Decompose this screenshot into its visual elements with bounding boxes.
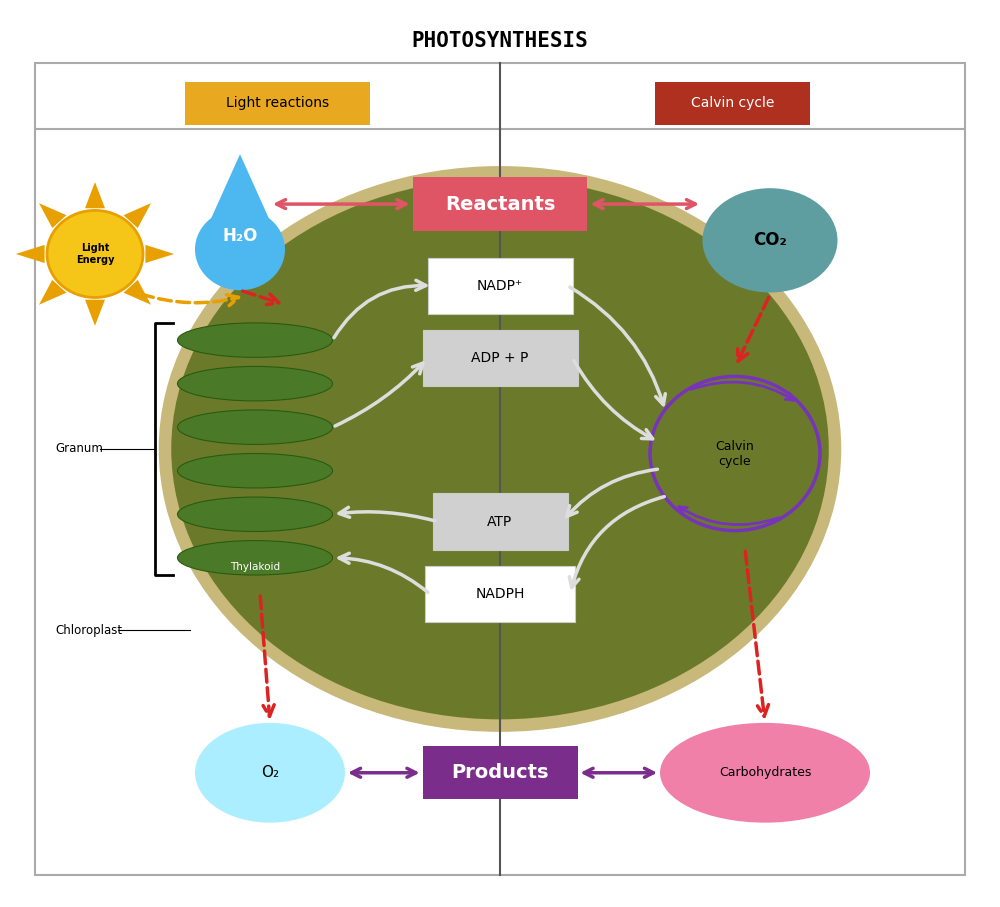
Polygon shape <box>124 280 151 305</box>
Ellipse shape <box>178 454 332 488</box>
Text: Chloroplast: Chloroplast <box>55 624 122 637</box>
FancyBboxPatch shape <box>432 493 568 550</box>
Text: Granum: Granum <box>55 443 103 455</box>
Text: PHOTOSYNTHESIS: PHOTOSYNTHESIS <box>412 31 588 51</box>
Ellipse shape <box>178 541 332 575</box>
Ellipse shape <box>165 172 835 726</box>
Ellipse shape <box>195 723 345 823</box>
Ellipse shape <box>660 723 870 823</box>
Text: Calvin
cycle: Calvin cycle <box>716 440 754 467</box>
Ellipse shape <box>178 366 332 401</box>
FancyBboxPatch shape <box>428 258 572 314</box>
Ellipse shape <box>178 323 332 357</box>
Polygon shape <box>202 154 278 239</box>
FancyBboxPatch shape <box>425 566 575 622</box>
Text: ADP + P: ADP + P <box>471 351 529 366</box>
Ellipse shape <box>178 497 332 532</box>
Text: Calvin cycle: Calvin cycle <box>691 96 774 111</box>
Text: NADP⁺: NADP⁺ <box>477 278 523 293</box>
FancyBboxPatch shape <box>35 63 965 875</box>
Ellipse shape <box>702 189 838 292</box>
Text: O₂: O₂ <box>261 766 279 780</box>
Circle shape <box>47 210 143 297</box>
Text: Light reactions: Light reactions <box>226 96 329 111</box>
Text: NADPH: NADPH <box>475 587 525 601</box>
FancyBboxPatch shape <box>655 82 810 125</box>
Text: H₂O: H₂O <box>222 227 258 245</box>
Polygon shape <box>39 280 66 305</box>
Text: Thylakoid: Thylakoid <box>230 562 280 572</box>
Text: Light
Energy: Light Energy <box>76 243 114 265</box>
FancyBboxPatch shape <box>422 330 578 386</box>
FancyBboxPatch shape <box>422 746 578 799</box>
Polygon shape <box>16 245 45 263</box>
FancyBboxPatch shape <box>413 177 587 231</box>
Polygon shape <box>145 245 174 263</box>
Polygon shape <box>124 203 151 228</box>
Polygon shape <box>85 299 105 326</box>
Text: Carbohydrates: Carbohydrates <box>719 766 811 779</box>
Text: ATP: ATP <box>487 514 513 529</box>
Text: CO₂: CO₂ <box>753 231 787 249</box>
Text: Products: Products <box>451 764 549 782</box>
Ellipse shape <box>178 410 332 444</box>
Polygon shape <box>39 203 66 228</box>
Text: Reactants: Reactants <box>445 195 555 213</box>
FancyBboxPatch shape <box>185 82 370 125</box>
Circle shape <box>195 209 285 290</box>
Polygon shape <box>85 182 105 209</box>
